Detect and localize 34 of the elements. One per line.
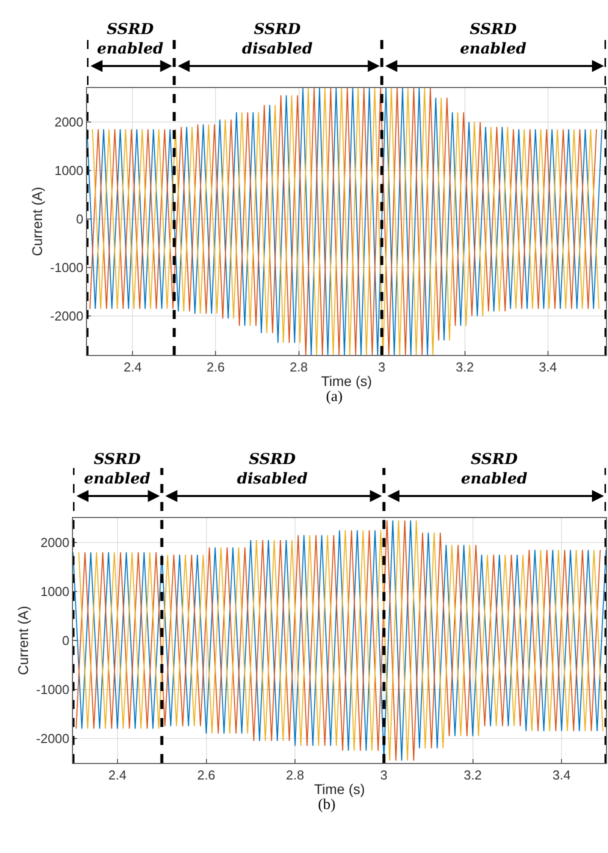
x-tick-label: 2.8 bbox=[290, 360, 308, 375]
text: SSRD disabled bbox=[237, 450, 308, 488]
y-tick-label: 0 bbox=[62, 633, 70, 648]
text: SSRD disabled bbox=[242, 20, 314, 58]
text: SSRD enabled bbox=[460, 20, 527, 58]
text: SSRD enabled bbox=[97, 20, 164, 58]
x-tick-label: 3.2 bbox=[464, 768, 482, 783]
y-tick-label: -2000 bbox=[36, 731, 70, 746]
y-tick-label: 1000 bbox=[40, 584, 70, 600]
y-tick-label: -1000 bbox=[50, 260, 84, 276]
x-tick-label: 2.4 bbox=[108, 768, 126, 783]
x-tick-label: 3.4 bbox=[552, 768, 571, 783]
x-tick-label: 3 bbox=[378, 360, 386, 375]
text: (b) bbox=[318, 797, 336, 813]
x-axis-title: Time (s) bbox=[321, 372, 372, 389]
x-tick-label: 3.2 bbox=[456, 360, 474, 375]
y-tick-label: -1000 bbox=[36, 682, 70, 698]
x-tick-label: 2.8 bbox=[286, 768, 304, 783]
x-tick-label: 3.4 bbox=[538, 360, 557, 375]
y-tick-label: 2000 bbox=[40, 535, 70, 550]
y-axis-title: Current (A) bbox=[14, 606, 31, 676]
x-axis-title: Time (s) bbox=[314, 780, 365, 797]
y-tick-label: 2000 bbox=[54, 114, 84, 130]
x-tick-label: 3 bbox=[380, 768, 388, 783]
y-tick-label: 1000 bbox=[54, 163, 84, 178]
text: SSRD enabled bbox=[84, 450, 151, 488]
text: (a) bbox=[326, 389, 343, 405]
x-tick-label: 2.4 bbox=[124, 360, 142, 375]
x-tick-label: 2.6 bbox=[206, 360, 225, 375]
x-tick-label: 2.6 bbox=[197, 768, 216, 783]
text: SSRD enabled bbox=[461, 450, 528, 488]
y-tick-label: 0 bbox=[76, 212, 84, 227]
y-tick-label: -2000 bbox=[50, 308, 84, 324]
y-axis-title: Current (A) bbox=[28, 186, 45, 256]
